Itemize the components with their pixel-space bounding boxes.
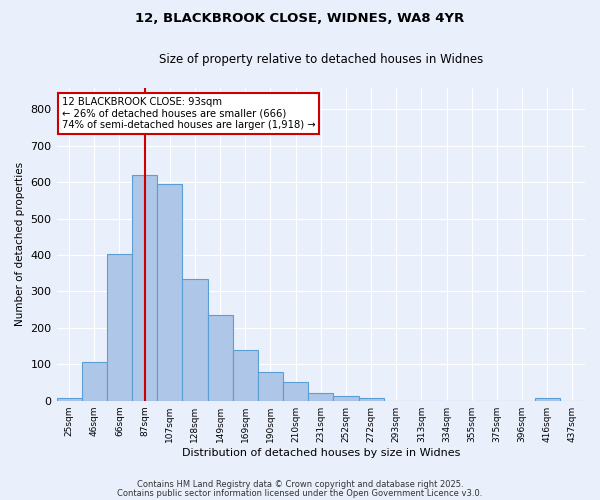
Title: Size of property relative to detached houses in Widnes: Size of property relative to detached ho… [158,52,483,66]
Bar [157,184,182,400]
Bar [258,372,283,400]
Bar [56,398,82,400]
Text: 12, BLACKBROOK CLOSE, WIDNES, WA8 4YR: 12, BLACKBROOK CLOSE, WIDNES, WA8 4YR [136,12,464,26]
Bar [308,394,334,400]
Bar [233,350,258,401]
Bar [334,396,359,400]
Bar [132,175,157,400]
Bar [182,280,208,400]
Text: Contains public sector information licensed under the Open Government Licence v3: Contains public sector information licen… [118,488,482,498]
Bar [535,398,560,400]
Bar [283,382,308,400]
Bar [359,398,383,400]
Text: Contains HM Land Registry data © Crown copyright and database right 2025.: Contains HM Land Registry data © Crown c… [137,480,463,489]
Bar [82,362,107,401]
Bar [208,316,233,400]
Bar [107,254,132,400]
Y-axis label: Number of detached properties: Number of detached properties [15,162,25,326]
X-axis label: Distribution of detached houses by size in Widnes: Distribution of detached houses by size … [182,448,460,458]
Text: 12 BLACKBROOK CLOSE: 93sqm
← 26% of detached houses are smaller (666)
74% of sem: 12 BLACKBROOK CLOSE: 93sqm ← 26% of deta… [62,97,316,130]
